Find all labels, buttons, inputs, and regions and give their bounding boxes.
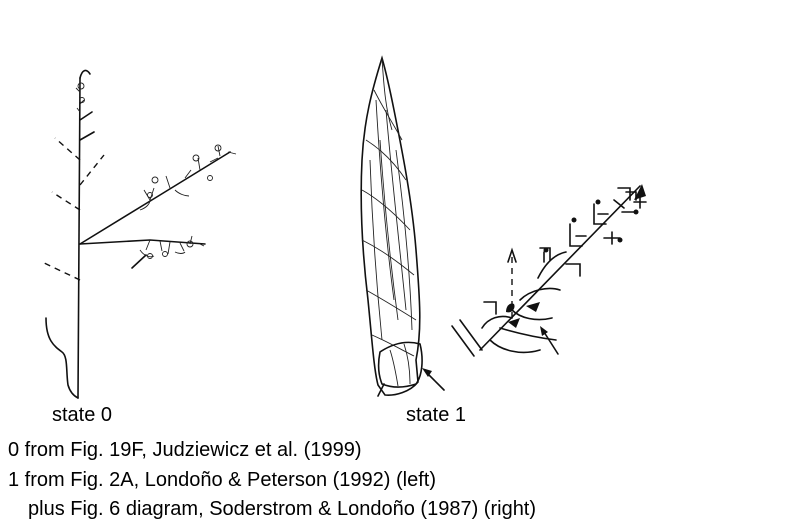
caption-state-1-source-right: plus Fig. 6 diagram, Soderstrom & Londoñ… <box>28 498 537 520</box>
caption-state-1-source-left: 1 from Fig. 2A, Londoño & Peterson (1992… <box>8 469 436 491</box>
state-1-spikelet-drawing <box>360 55 445 397</box>
state-1-schematic-diagram <box>451 184 647 357</box>
state-1-label: state 1 <box>406 404 467 426</box>
caption-state-0-source: 0 from Fig. 19F, Judziewicz et al. (1999… <box>8 439 362 461</box>
figure-illustrations <box>41 55 647 399</box>
state-0-label: state 0 <box>52 404 113 426</box>
state-0-inflorescence-drawing <box>41 69 237 399</box>
